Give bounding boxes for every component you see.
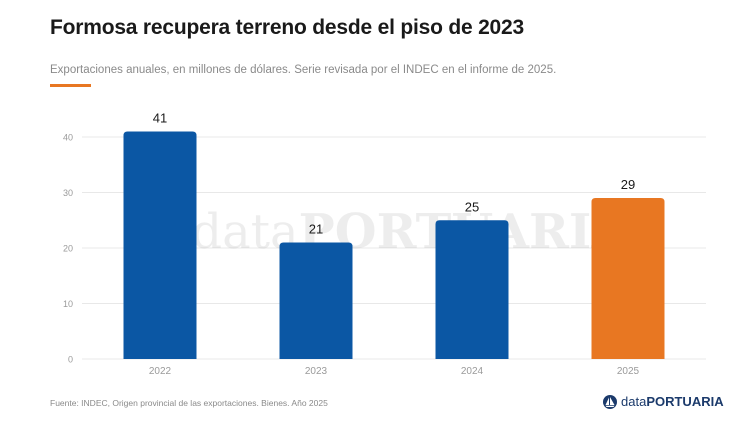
- data-label: 25: [465, 199, 479, 214]
- data-label: 41: [153, 110, 167, 125]
- bar-2025: [591, 198, 665, 359]
- y-tick-label: 30: [63, 188, 73, 198]
- y-tick-label: 0: [68, 355, 73, 365]
- brand-logo: dataPORTUARIA: [603, 394, 724, 409]
- x-tick-label: 2022: [149, 366, 172, 377]
- x-tick-label: 2024: [461, 366, 484, 377]
- watermark: dataPORTUARIA: [191, 204, 629, 260]
- data-label: 21: [309, 221, 323, 236]
- bar-2022: [123, 131, 197, 359]
- y-tick-label: 20: [63, 244, 73, 254]
- bar-2023: [279, 242, 353, 359]
- accent-line: [50, 84, 91, 87]
- x-tick-label: 2025: [617, 366, 640, 377]
- bars-layer: [123, 131, 665, 359]
- y-tick-label: 10: [63, 299, 73, 309]
- x-tick-label: 2023: [305, 366, 328, 377]
- chart-subtitle: Exportaciones anuales, en millones de dó…: [50, 64, 557, 76]
- sailboat-icon: [603, 394, 617, 409]
- chart-title: Formosa recupera terreno desde el piso d…: [50, 16, 524, 39]
- source-note: Fuente: INDEC, Origen provincial de las …: [50, 398, 328, 408]
- labels-layer: 41 2022 21 2023 25 2024 29 2025: [149, 110, 640, 377]
- y-tick-label: 40: [63, 133, 73, 143]
- data-label: 29: [621, 177, 635, 192]
- bar-2024: [435, 220, 509, 359]
- brand-name: dataPORTUARIA: [621, 394, 724, 409]
